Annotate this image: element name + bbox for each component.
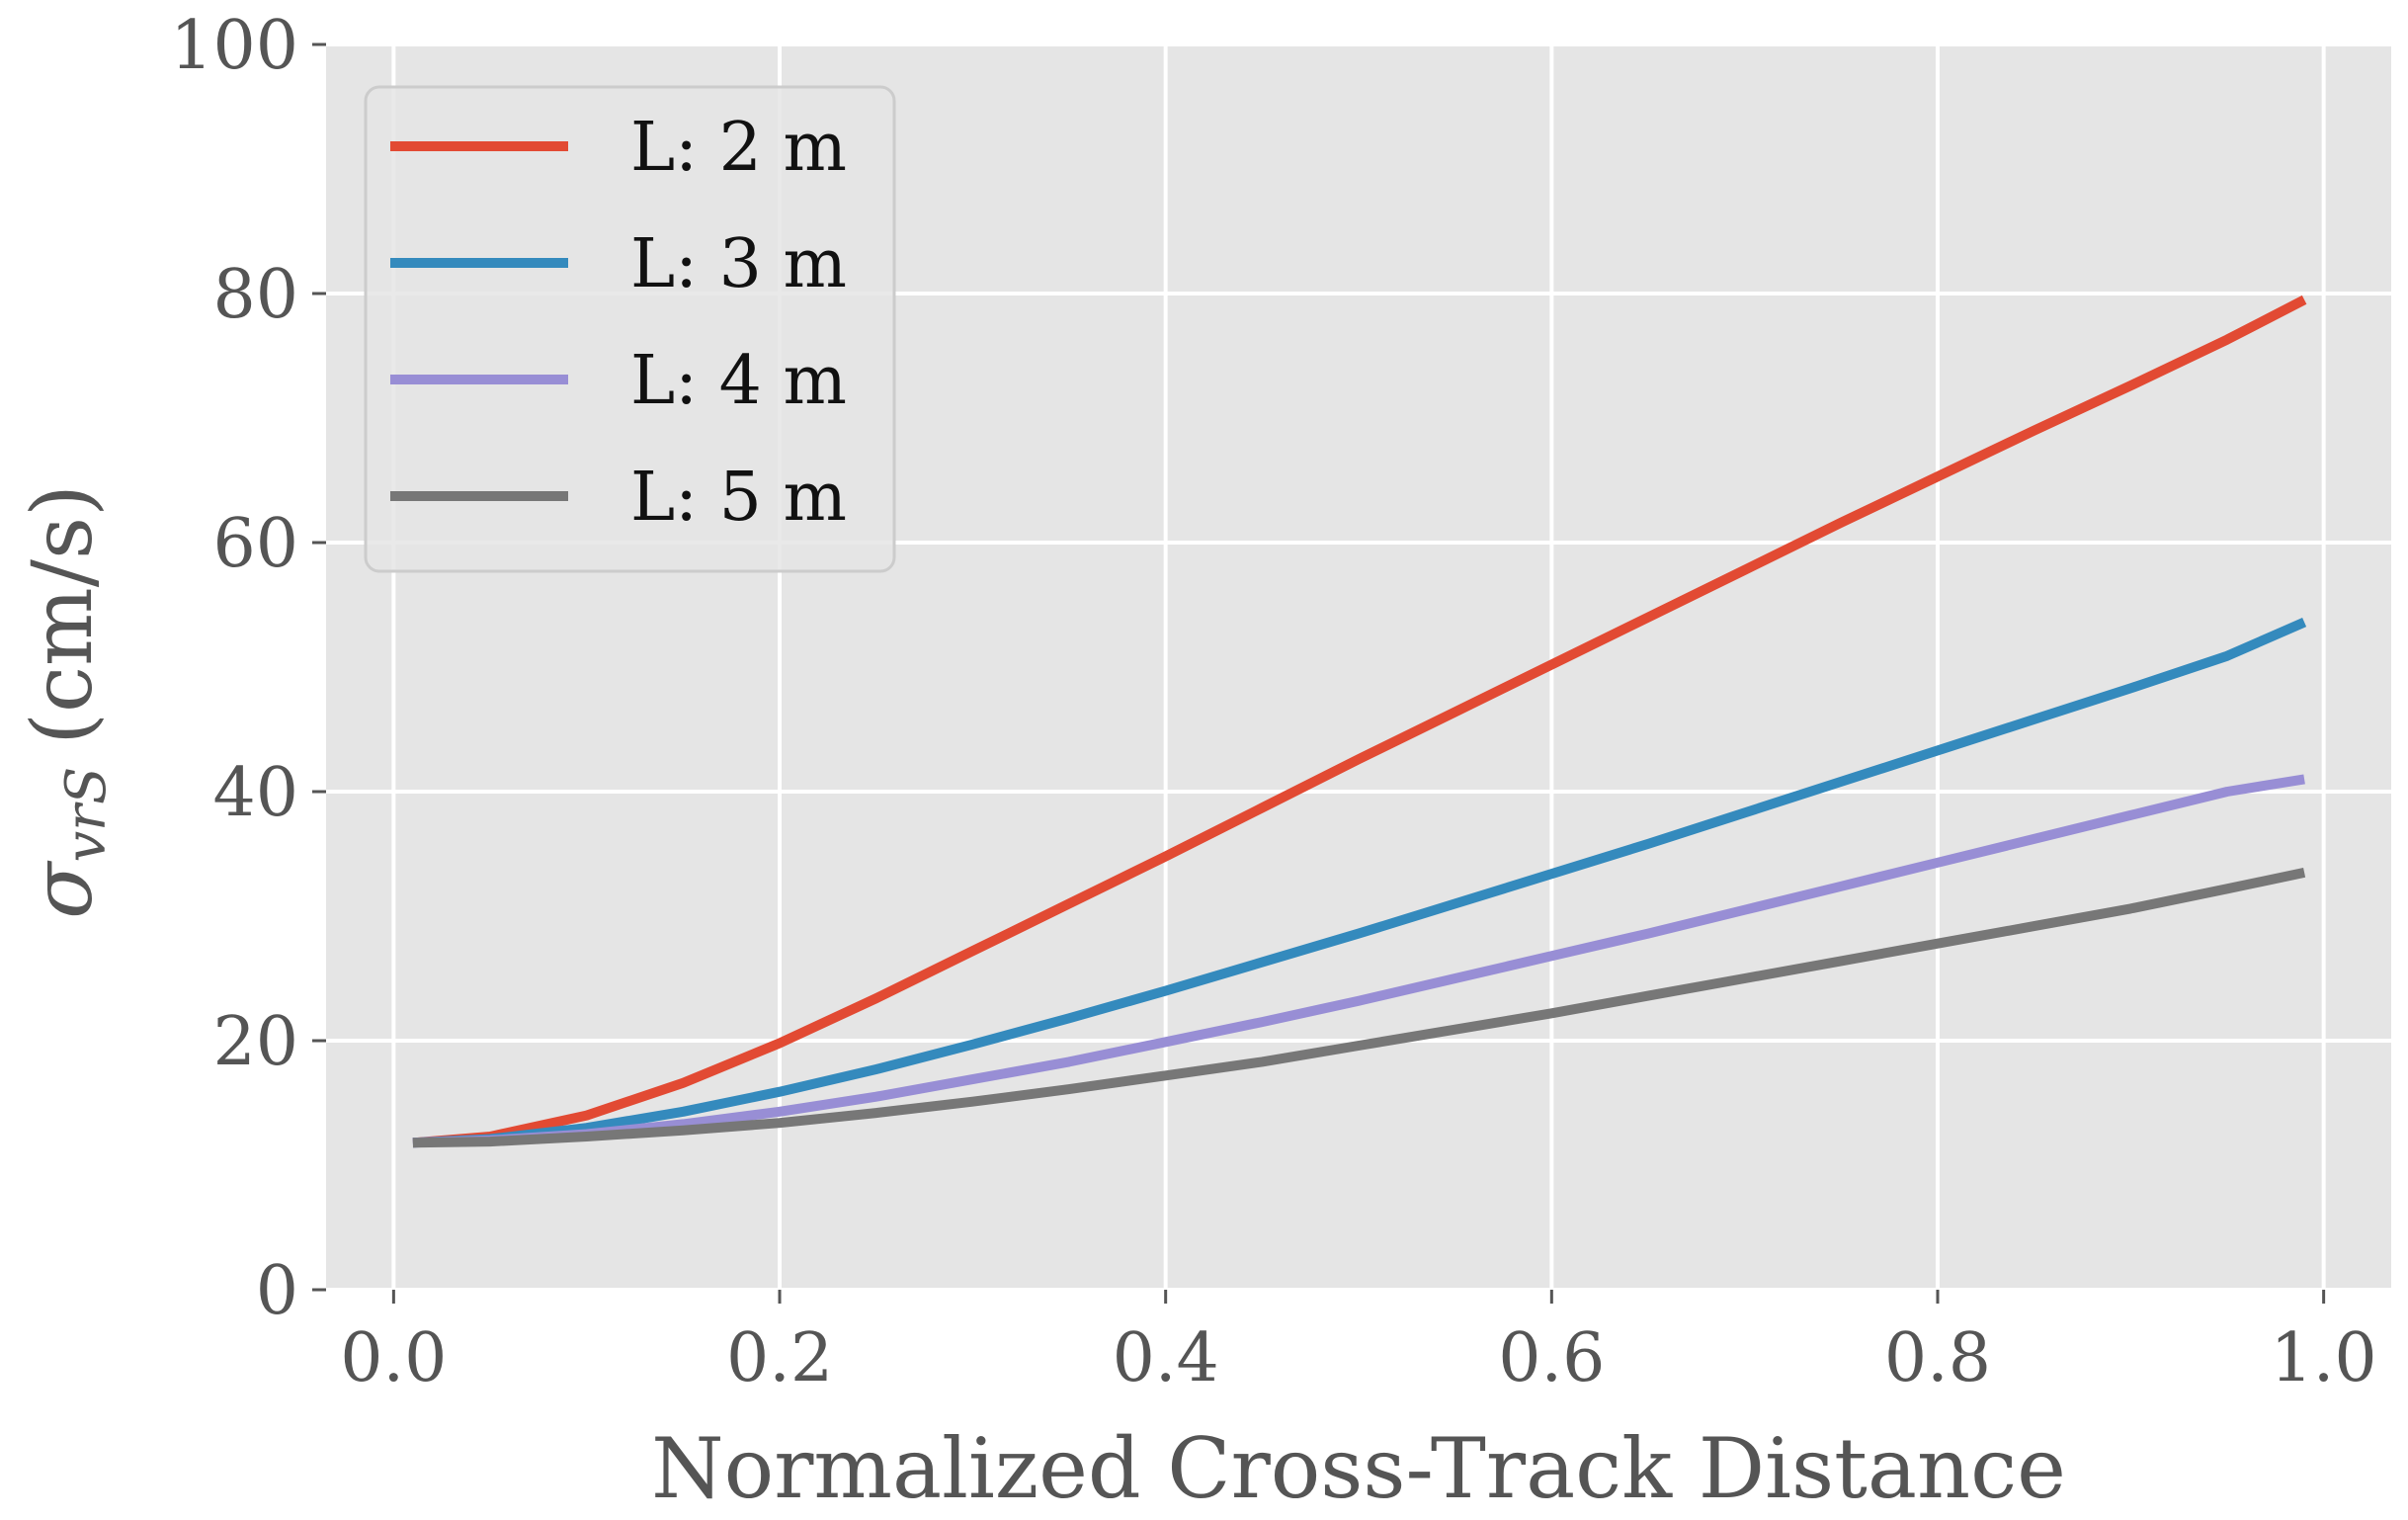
series-lines bbox=[412, 295, 2307, 1148]
y-tick-label: 80 bbox=[212, 256, 298, 334]
legend-label-4: L: 5 m bbox=[630, 459, 847, 537]
x-axis-label: Normalized Cross-Track Distance bbox=[651, 1420, 2066, 1517]
legend-box bbox=[364, 85, 896, 573]
y-tick-label: 60 bbox=[212, 505, 298, 583]
series-line-4 bbox=[412, 868, 2306, 1148]
series-line-3 bbox=[412, 774, 2305, 1148]
y-axis-subscript: vrS bbox=[54, 767, 119, 863]
y-tick-label: 100 bbox=[170, 7, 298, 85]
grid-lines bbox=[326, 42, 2391, 1292]
series-line-1 bbox=[412, 295, 2307, 1148]
x-tick-label: 0.6 bbox=[1498, 1319, 1605, 1397]
x-tick-label: 0.4 bbox=[1113, 1319, 1219, 1397]
y-axis-unit: (cm/s) bbox=[14, 484, 111, 745]
x-tick-label: 1.0 bbox=[2271, 1319, 2377, 1397]
y-axis-symbol: σ bbox=[14, 860, 111, 919]
x-tick-label: 0.8 bbox=[1884, 1319, 1991, 1397]
legend: L: 2 m L: 3 m L: 4 m L: 5 m bbox=[364, 85, 896, 573]
legend-label-2: L: 3 m bbox=[630, 225, 847, 303]
y-tick-label: 20 bbox=[212, 1003, 298, 1081]
x-tick-label: 0.0 bbox=[340, 1319, 447, 1397]
y-axis-label: σvrS (cm/s) bbox=[14, 484, 119, 919]
series-line-2 bbox=[412, 618, 2307, 1148]
axis-ticks: 0.0 0.2 0.4 0.6 0.8 1.0 0 20 40 60 80 100 bbox=[170, 7, 2377, 1397]
y-tick-label: 40 bbox=[212, 754, 298, 832]
legend-label-3: L: 4 m bbox=[630, 342, 847, 420]
legend-label-1: L: 2 m bbox=[630, 109, 847, 187]
x-tick-label: 0.2 bbox=[726, 1319, 833, 1397]
y-tick-label: 0 bbox=[256, 1252, 298, 1330]
